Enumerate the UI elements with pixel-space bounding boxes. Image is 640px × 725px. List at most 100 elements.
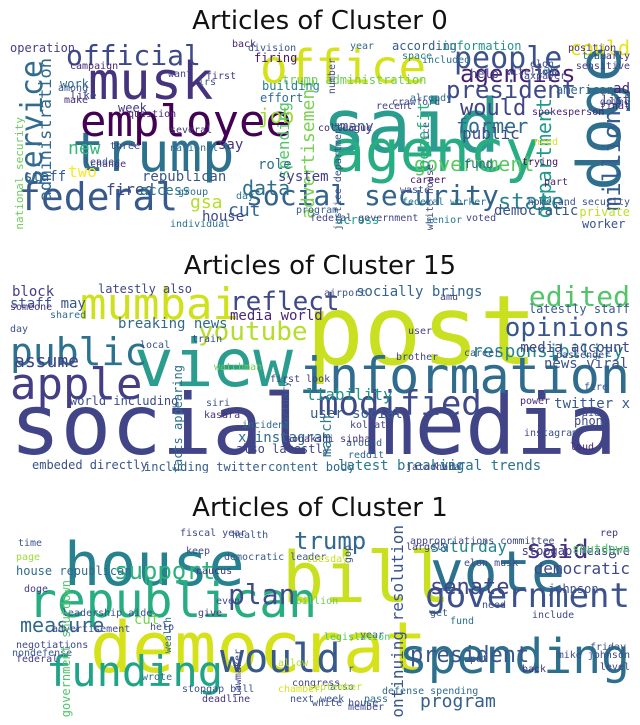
cloud-word: instagram [524,428,579,439]
cloud-word: reflect [230,287,340,317]
cloud-word: back [232,39,257,50]
cloud-word: modified [318,384,482,424]
cloud-word: breaking news [118,316,228,332]
cloud-word: republican [142,169,227,185]
cloud-word: house [64,530,245,600]
cloud-word: staff may [10,296,86,312]
cloud-word: someone [10,302,53,313]
cloud-word: position [568,43,617,54]
cloud-word: siri [206,398,231,409]
cloud-word: funding [46,647,224,696]
cloud-word: need [534,137,559,148]
cloud-word: president [446,76,577,104]
cloud-word: work [60,77,89,91]
cloud-word: senior [426,215,463,226]
cloud-word: taxpayer [518,71,567,82]
cloud-word: spokesperson [532,107,605,118]
cloud-word: opinions [504,313,630,343]
cloud-word: tuesday [306,554,349,565]
cloud-word: firing [254,51,298,65]
cloud-word: media account [520,340,630,356]
cloud-word: access [140,183,191,199]
cloud-word: member [348,702,385,713]
cloud-word: system [278,169,329,185]
cloud-word: day [236,191,255,202]
cloud-word: year [350,41,375,52]
cloud-word: many [340,119,374,135]
cloud-word: question [128,109,177,120]
cloud-word: included [422,55,471,66]
cloud-word: news viral [544,356,629,372]
cloud-word: justice department [333,121,344,230]
cloud-word: government [414,152,535,176]
cloud-word: elon [530,59,555,70]
cloud-word: need [482,600,507,611]
cloud-word: including twitter [144,460,267,473]
cloud-word: effort [260,91,304,105]
cloud-word: house [202,209,245,225]
cloud-word: several [170,125,213,136]
cloud-word: could [569,38,630,60]
cloud-word: jatadhara [406,462,461,473]
cloud-word: socially brings [356,284,483,300]
cloud-word: house republican [16,564,132,578]
cloud-word: trump administration [282,73,427,87]
cloud-word: week [118,101,147,115]
cloud-word: year [360,630,385,641]
cloud-word: national [170,143,219,154]
cloud-word: wealth [163,617,174,654]
cloud-word: like [70,89,97,102]
cloud-word: stopgap bill [182,684,255,695]
cloud-word: government shutdown [59,579,73,717]
cloud-word: career [410,175,447,186]
cloud-word: private [579,205,630,219]
cloud-word: trump [294,527,367,555]
cloud-word: trying [522,157,559,168]
cloud-word: top [536,67,555,78]
cloud-word: loud [570,442,595,453]
cloud-word: homeland security [527,197,630,208]
cloud-word: waste [400,185,431,196]
cloud-word: friday [590,642,627,653]
cloud-word: advertisement [52,624,131,635]
cloud-word: block [12,284,55,300]
cloud-word: caucus [196,566,233,577]
cloud-word: passenger [556,350,611,361]
cluster-title: Articles of Cluster 1 [192,493,448,523]
cloud-word: first [206,71,237,82]
cloud-word: nearly [593,51,630,62]
cloud-word: voted [466,213,497,224]
cloud-word: even [216,596,241,607]
cloud-word: space [402,51,433,62]
cloud-word: building [262,79,320,93]
cloud-word: latest breaking [338,458,465,473]
cloud-word: allow [278,658,309,669]
cloud-word: deadline [202,694,251,705]
cloud-word: public [10,330,148,374]
cloud-word: ice [421,122,432,141]
cloud-word: information [442,39,522,53]
cluster-panel-15: Articles of Cluster 15 social media post v… [0,243,640,483]
cloud-word: across [336,213,380,227]
cloud-word: irs [198,77,217,88]
cloud-word: local [140,340,171,351]
cloud-word: edited [528,283,630,313]
cloud-word: content body [268,460,355,473]
cloud-word: three [110,141,141,152]
cluster-title: Articles of Cluster 15 [183,251,457,281]
cloud-word: role [258,157,292,173]
cloud-word: phone [574,414,611,428]
cloud-word: official [66,39,201,72]
word-cloud: democrat bill house republican spending vote f… [10,525,630,717]
cloud-word: republican [28,573,317,629]
cloud-word: bill [282,537,451,619]
cloud-word: saturday [430,537,508,556]
cloud-word: fund [450,616,475,627]
cloud-word: responsibility [472,341,624,362]
cloud-word: rep [600,528,619,539]
cloud-word: congress [292,678,341,689]
cloud-word: fiscal year [180,528,247,539]
cloud-word: defense spending [382,686,479,697]
cloud-word: billion [296,596,339,607]
cloud-word: train [192,334,223,345]
